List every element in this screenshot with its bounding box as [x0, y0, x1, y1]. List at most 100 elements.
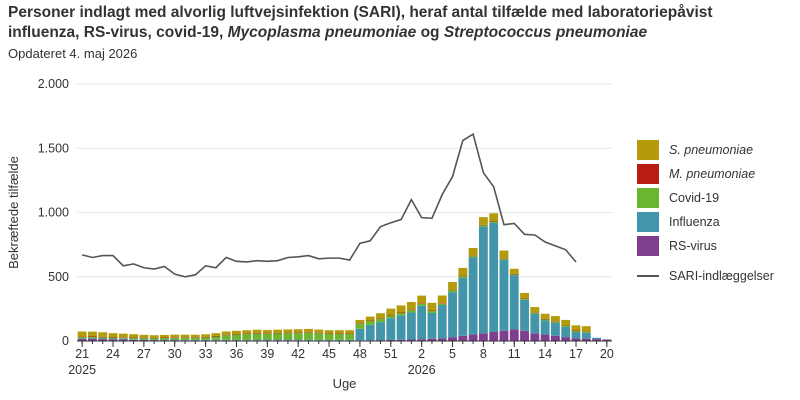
bar-influenza — [118, 338, 128, 340]
bar-m_pneumoniae — [561, 325, 571, 326]
bar-rsv — [478, 333, 488, 341]
bar-m_pneumoniae — [571, 330, 581, 331]
bar-s_pneumoniae — [129, 334, 139, 338]
bar-influenza — [170, 339, 180, 341]
bar-covid — [489, 221, 499, 223]
x-tick-label: 5 — [449, 347, 456, 361]
bar-covid — [262, 333, 272, 340]
y-tick-label: 1.000 — [38, 206, 69, 220]
bar-m_pneumoniae — [293, 332, 303, 333]
bar-s_pneumoniae — [324, 330, 334, 334]
x-tick-label: 33 — [199, 347, 213, 361]
bar-influenza — [478, 226, 488, 334]
x-tick-label: 24 — [106, 347, 120, 361]
bar-m_pneumoniae — [355, 323, 365, 324]
bar-m_pneumoniae — [201, 336, 211, 338]
title-part: Personer indlagt med alvorlig luftvejsin… — [8, 4, 713, 41]
bar-s_pneumoniae — [314, 329, 324, 333]
x-tick-label: 36 — [230, 347, 244, 361]
x-tick-label: 17 — [569, 347, 583, 361]
bar-s_pneumoniae — [118, 333, 128, 338]
bar-s_pneumoniae — [499, 250, 509, 259]
bar-m_pneumoniae — [345, 333, 355, 334]
legend-label: Covid-19 — [669, 191, 720, 205]
x-tick-label: 2 — [418, 347, 425, 361]
bar-s_pneumoniae — [489, 213, 499, 221]
x-tick-label: 27 — [137, 347, 151, 361]
bar-m_pneumoniae — [468, 255, 478, 257]
bar-m_pneumoniae — [520, 298, 529, 299]
bar-s_pneumoniae — [396, 305, 406, 313]
bar-s_pneumoniae — [386, 308, 396, 316]
bar-covid — [242, 333, 252, 340]
bar-rsv — [427, 338, 437, 341]
year-label: 2026 — [408, 363, 436, 377]
bar-m_pneumoniae — [118, 337, 128, 338]
bar-rsv — [602, 339, 612, 341]
bar-rsv — [520, 330, 529, 341]
bar-s_pneumoniae — [201, 334, 211, 337]
bar-covid — [334, 333, 344, 340]
bar-m_pneumoniae — [540, 318, 550, 320]
bar-covid — [129, 337, 139, 340]
bar-influenza — [448, 292, 457, 338]
bar-m_pneumoniae — [232, 334, 241, 335]
bar-s_pneumoniae — [345, 330, 355, 334]
bar-rsv — [406, 339, 416, 341]
bar-s_pneumoniae — [550, 316, 560, 322]
bar-influenza — [129, 339, 139, 340]
bar-rsv — [530, 333, 540, 341]
bar-influenza — [489, 222, 499, 333]
bar-m_pneumoniae — [108, 337, 118, 338]
bar-covid — [550, 321, 560, 324]
title-part: og — [416, 24, 444, 41]
bar-m_pneumoniae — [221, 334, 231, 336]
bar-s_pneumoniae — [365, 316, 375, 321]
bar-covid — [437, 303, 447, 306]
bar-m_pneumoniae — [550, 321, 560, 322]
bar-covid — [571, 330, 581, 333]
bar-influenza — [88, 338, 97, 339]
bar-m_pneumoniae — [88, 336, 97, 338]
bar-rsv — [396, 339, 406, 341]
bar-covid — [386, 315, 396, 319]
bar-covid — [139, 338, 149, 340]
bar-s_pneumoniae — [262, 330, 272, 334]
bar-covid — [509, 274, 519, 276]
y-tick-label: 0 — [62, 334, 69, 348]
bar-m_pneumoniae — [427, 310, 437, 312]
bar-s_pneumoniae — [406, 301, 416, 310]
bar-rsv — [108, 339, 118, 341]
bar-m_pneumoniae — [376, 318, 385, 319]
bar-s_pneumoniae — [530, 307, 540, 313]
bar-rsv — [468, 334, 478, 341]
bar-m_pneumoniae — [314, 332, 324, 334]
bar-m_pneumoniae — [211, 335, 221, 337]
bar-rsv — [386, 339, 396, 341]
bar-influenza — [283, 339, 293, 341]
x-axis-title: Uge — [333, 376, 357, 391]
bar-rsv — [448, 337, 457, 341]
bar-influenza — [293, 339, 303, 341]
bar-s_pneumoniae — [160, 334, 169, 338]
bar-covid — [530, 312, 540, 315]
bar-s_pneumoniae — [211, 333, 221, 336]
bar-covid — [283, 333, 293, 340]
bar-covid — [118, 337, 128, 339]
bar-m_pneumoniae — [437, 303, 447, 304]
bar-s_pneumoniae — [478, 217, 488, 225]
legend-swatch — [637, 140, 659, 160]
bar-s_pneumoniae — [283, 329, 293, 333]
bar-covid — [190, 337, 200, 340]
bar-s_pneumoniae — [509, 268, 519, 274]
bar-influenza — [211, 339, 221, 341]
bar-s_pneumoniae — [520, 292, 529, 299]
x-tick-label: 30 — [168, 347, 182, 361]
bar-covid — [88, 337, 97, 339]
bar-influenza — [273, 339, 283, 341]
y-tick-label: 2.000 — [38, 77, 69, 91]
bar-s_pneumoniae — [139, 334, 149, 338]
bar-rsv — [139, 339, 149, 341]
bar-m_pneumoniae — [273, 332, 283, 334]
updated-date: Opdateret 4. maj 2026 — [8, 46, 138, 61]
